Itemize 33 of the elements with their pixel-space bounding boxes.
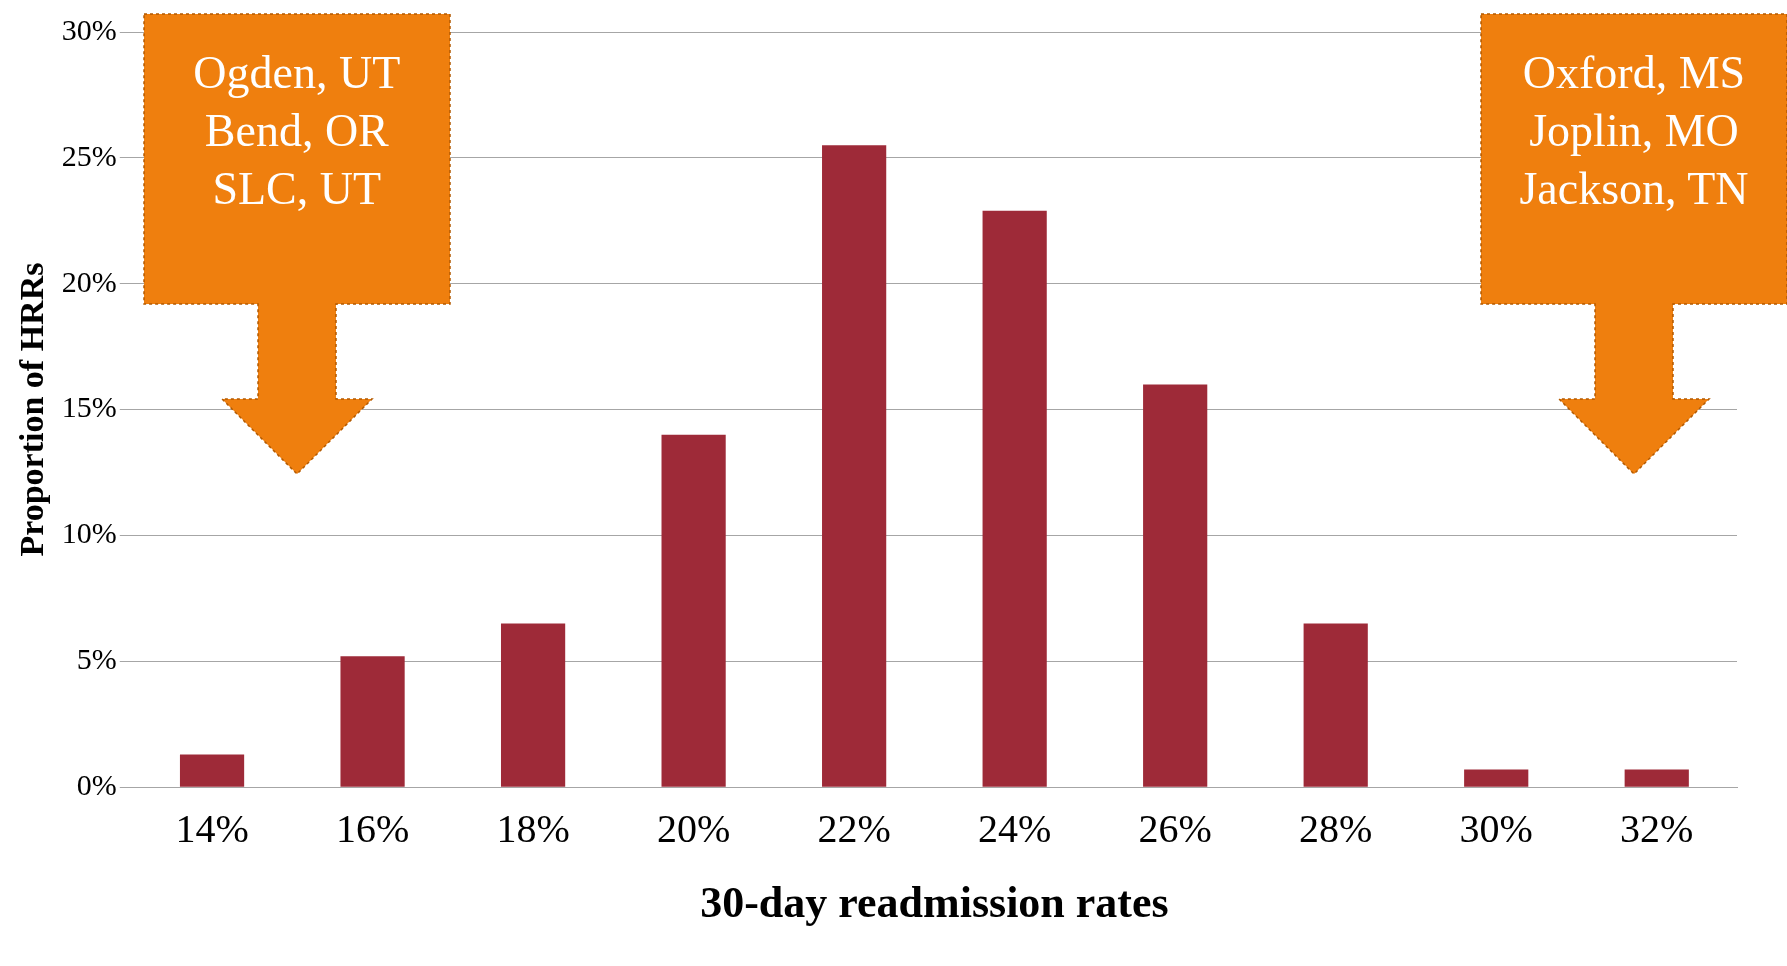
bar	[1143, 384, 1208, 787]
x-axis-title: 30-day readmission rates	[700, 877, 1169, 927]
y-tick-label: 5%	[76, 642, 117, 676]
x-tick-label: 22%	[817, 805, 891, 851]
x-tick-label: 16%	[335, 805, 410, 851]
x-tick-label: 14%	[175, 805, 249, 851]
bar	[1624, 769, 1689, 787]
bar	[822, 145, 887, 787]
bar	[1464, 769, 1529, 787]
bar	[982, 210, 1047, 787]
x-tick-label: 24%	[977, 805, 1052, 851]
callout-arrow: Oxford, MS Joplin, MO Jackson, TN	[1481, 14, 1787, 476]
x-tick-label: 32%	[1620, 805, 1694, 851]
y-tick-label: 10%	[61, 516, 117, 550]
x-tick-label: 18%	[496, 805, 570, 851]
bar	[661, 434, 726, 787]
callout-arrow: Ogden, UT Bend, OR SLC, UT	[143, 14, 450, 476]
y-tick-label: 15%	[61, 390, 117, 424]
y-tick-label: 0%	[76, 768, 117, 802]
annotation: Ogden, UT Bend, OR SLC, UT	[192, 46, 402, 216]
y-tick-label: 30%	[61, 12, 117, 46]
bar	[340, 656, 405, 787]
x-tick-label: 20%	[656, 805, 731, 851]
annotation: Oxford, MS Joplin, MO Jackson, TN	[1518, 46, 1750, 216]
x-tick-label: 28%	[1299, 805, 1373, 851]
y-tick-label: 25%	[61, 138, 117, 172]
bar	[1303, 623, 1368, 787]
y-axis-title: Proportion of HRRs	[13, 262, 51, 557]
y-tick-label: 20%	[61, 264, 117, 298]
x-tick-label: 26%	[1138, 805, 1212, 851]
bar	[500, 623, 566, 787]
bar	[179, 754, 245, 787]
x-tick-label: 30%	[1459, 805, 1533, 851]
